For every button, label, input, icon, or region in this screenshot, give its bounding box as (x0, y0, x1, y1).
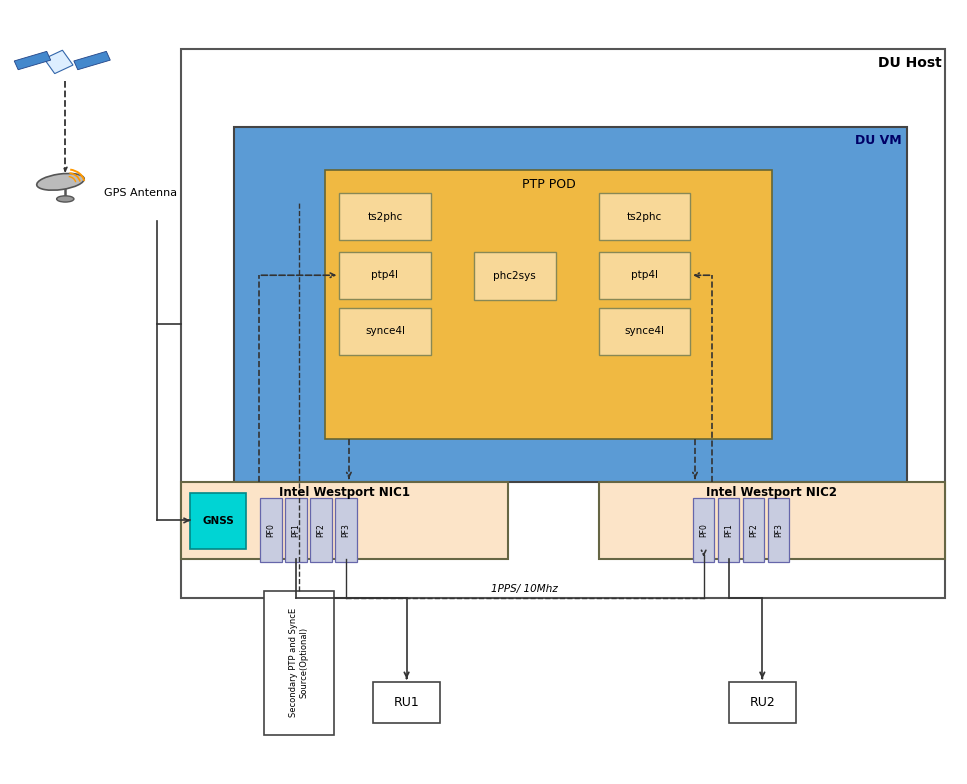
Text: ptp4l: ptp4l (631, 270, 658, 280)
Bar (339, 194, 430, 240)
Bar (264, 590, 334, 735)
Text: RU2: RU2 (749, 695, 776, 709)
Bar (339, 252, 430, 299)
Text: PTP POD: PTP POD (521, 178, 575, 191)
Bar (325, 170, 772, 439)
Bar (718, 498, 739, 561)
Bar (373, 681, 440, 723)
Text: ts2phc: ts2phc (627, 212, 662, 222)
Text: PF1: PF1 (291, 523, 301, 537)
Text: PF2: PF2 (749, 523, 758, 537)
Text: RU1: RU1 (394, 695, 420, 709)
Bar (310, 498, 332, 561)
Text: DU VM: DU VM (855, 133, 902, 147)
Bar (729, 681, 796, 723)
Bar (743, 498, 764, 561)
Bar (599, 481, 945, 559)
Text: PF3: PF3 (775, 523, 783, 537)
Text: GNSS: GNSS (202, 516, 234, 526)
Text: PF2: PF2 (316, 523, 326, 537)
Text: ts2phc: ts2phc (367, 212, 402, 222)
Bar (44, 50, 73, 74)
Text: PF1: PF1 (724, 523, 733, 537)
Text: PF3: PF3 (341, 523, 350, 537)
Bar (15, 52, 50, 70)
Ellipse shape (57, 196, 73, 202)
Ellipse shape (37, 173, 84, 191)
Bar (693, 498, 715, 561)
Bar (73, 52, 110, 70)
Bar (599, 252, 690, 299)
Bar (599, 194, 690, 240)
Text: GPS Antenna: GPS Antenna (103, 188, 177, 198)
Text: PF0: PF0 (699, 523, 708, 537)
Bar (181, 49, 945, 598)
Text: synce4l: synce4l (625, 326, 664, 336)
Bar (233, 127, 906, 481)
Text: Intel Westport NIC1: Intel Westport NIC1 (278, 486, 410, 499)
Bar (336, 498, 357, 561)
Text: DU Host: DU Host (878, 56, 942, 70)
Bar (190, 493, 246, 550)
Text: synce4l: synce4l (365, 326, 405, 336)
Text: PF0: PF0 (267, 523, 276, 537)
Bar (474, 252, 556, 300)
Bar (181, 481, 508, 559)
Bar (768, 498, 789, 561)
Text: 1PPS/ 10Mhz: 1PPS/ 10Mhz (491, 583, 558, 593)
Bar (260, 498, 281, 561)
Text: Secondary PTP and SyncE
Source(Optional): Secondary PTP and SyncE Source(Optional) (289, 608, 308, 717)
Text: Intel Westport NIC2: Intel Westport NIC2 (707, 486, 837, 499)
Text: phc2sys: phc2sys (493, 271, 536, 281)
Bar (339, 308, 430, 354)
Text: ptp4l: ptp4l (371, 270, 398, 280)
Bar (285, 498, 307, 561)
Bar (599, 308, 690, 354)
